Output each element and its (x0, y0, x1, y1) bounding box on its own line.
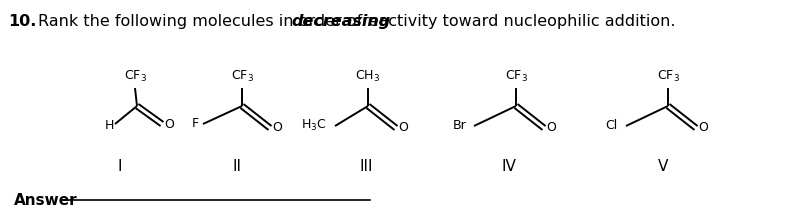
Text: CF$_3$: CF$_3$ (230, 69, 253, 84)
Text: CF$_3$: CF$_3$ (505, 69, 527, 84)
Text: CF$_3$: CF$_3$ (123, 69, 146, 84)
Text: decreasing: decreasing (292, 14, 391, 29)
Text: H$_3$C: H$_3$C (302, 117, 327, 133)
Text: Br: Br (452, 118, 466, 131)
Text: O: O (546, 121, 556, 134)
Text: I: I (118, 159, 123, 174)
Text: Cl: Cl (606, 118, 618, 131)
Text: III: III (359, 159, 373, 174)
Text: CH$_3$: CH$_3$ (355, 69, 380, 84)
Text: CF$_3$: CF$_3$ (656, 69, 679, 84)
Text: O: O (398, 121, 408, 134)
Text: II: II (233, 159, 241, 174)
Text: reactivity toward nucleophilic addition.: reactivity toward nucleophilic addition. (358, 14, 676, 29)
Text: V: V (658, 159, 668, 174)
Text: 10.: 10. (8, 14, 36, 29)
Text: O: O (272, 121, 282, 134)
Text: H: H (105, 118, 114, 131)
Text: O: O (164, 118, 174, 131)
Text: Answer: Answer (14, 192, 78, 207)
Text: F: F (192, 116, 199, 129)
Text: Rank the following molecules in order of: Rank the following molecules in order of (38, 14, 367, 29)
Text: IV: IV (501, 159, 516, 174)
Text: O: O (698, 121, 708, 134)
